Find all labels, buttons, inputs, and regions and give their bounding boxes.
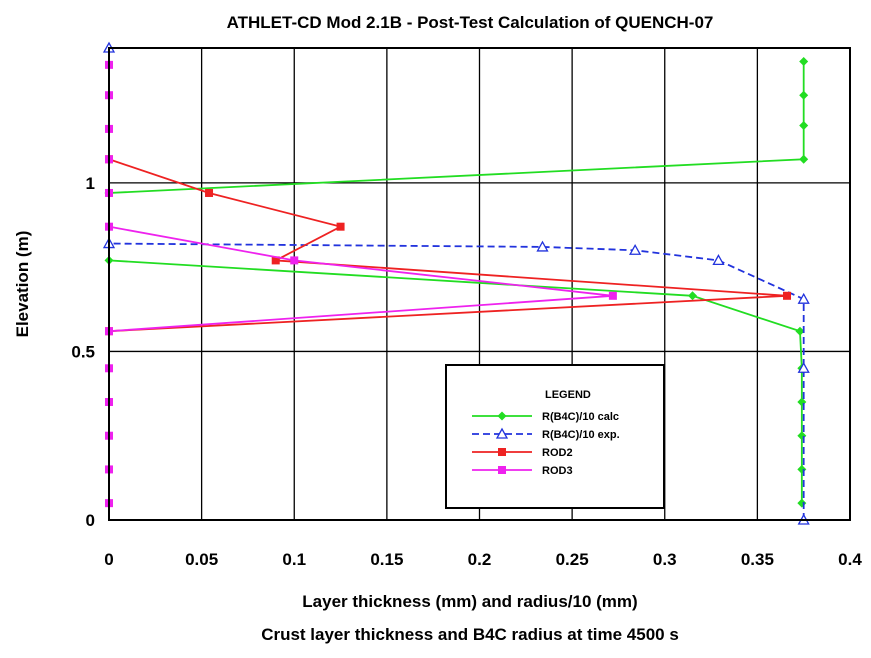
data-point — [608, 291, 617, 300]
x-tick-label: 0.1 — [282, 550, 306, 569]
legend-entry: ROD3 — [472, 465, 573, 477]
data-point — [688, 291, 698, 301]
data-point — [629, 243, 642, 255]
legend-label: R(B4C)/10 exp. — [542, 429, 620, 441]
y-axis-label: Elevation (m) — [13, 231, 32, 338]
legend-entry: R(B4C)/10 exp. — [472, 427, 620, 441]
data-point — [205, 188, 214, 197]
data-point — [797, 361, 810, 373]
data-point — [797, 431, 807, 441]
x-tick-label: 0.35 — [741, 550, 774, 569]
x-tick-label: 0 — [104, 550, 113, 569]
chart-subtitle: Crust layer thickness and B4C radius at … — [261, 625, 679, 644]
data-point — [783, 291, 792, 300]
data-point — [799, 121, 809, 131]
legend-marker — [498, 448, 506, 456]
data-point — [336, 222, 345, 231]
legend-entries: R(B4C)/10 calc R(B4C)/10 exp. ROD2 ROD3 — [472, 411, 620, 477]
data-point — [797, 498, 807, 508]
legend-marker — [498, 466, 506, 474]
x-tick-label: 0.4 — [838, 550, 862, 569]
legend-box — [445, 364, 665, 509]
legend-marker — [497, 411, 507, 421]
legend-label: R(B4C)/10 calc — [542, 411, 619, 423]
x-tick-label: 0.2 — [468, 550, 492, 569]
data-point — [797, 464, 807, 474]
data-point — [799, 90, 809, 100]
data-point — [290, 256, 299, 265]
chart-title: ATHLET-CD Mod 2.1B - Post-Test Calculati… — [227, 13, 714, 32]
data-point — [799, 56, 809, 66]
legend-title: LEGEND — [545, 389, 591, 401]
x-axis-label: Layer thickness (mm) and radius/10 (mm) — [302, 592, 637, 611]
tick-labels: 0 0.05 0.1 0.15 0.2 0.25 0.3 0.35 0.4 0 0.5 1 — [71, 174, 862, 569]
plot-frame — [108, 47, 851, 521]
series-r-b4c-10-calc — [104, 56, 809, 508]
legend-entry: R(B4C)/10 calc — [472, 411, 619, 423]
series-line — [108, 158, 788, 333]
legend-entry: ROD2 — [472, 447, 573, 459]
data-point — [712, 254, 725, 266]
series-line — [108, 48, 805, 520]
data-point — [795, 326, 805, 336]
y-tick-label: 0.5 — [71, 342, 95, 361]
x-tick-label: 0.25 — [556, 550, 589, 569]
legend-label: ROD2 — [542, 447, 573, 459]
x-tick-label: 0.3 — [653, 550, 677, 569]
data-point — [536, 240, 549, 252]
data-point — [797, 292, 810, 304]
data-point — [799, 154, 809, 164]
x-tick-label: 0.05 — [185, 550, 218, 569]
legend-marker — [495, 427, 509, 439]
legend-label: ROD3 — [542, 465, 573, 477]
y-tick-label: 1 — [86, 174, 95, 193]
y-tick-label: 0 — [86, 511, 95, 530]
data-point — [271, 256, 280, 265]
x-tick-label: 0.15 — [370, 550, 403, 569]
data-point — [797, 397, 807, 407]
